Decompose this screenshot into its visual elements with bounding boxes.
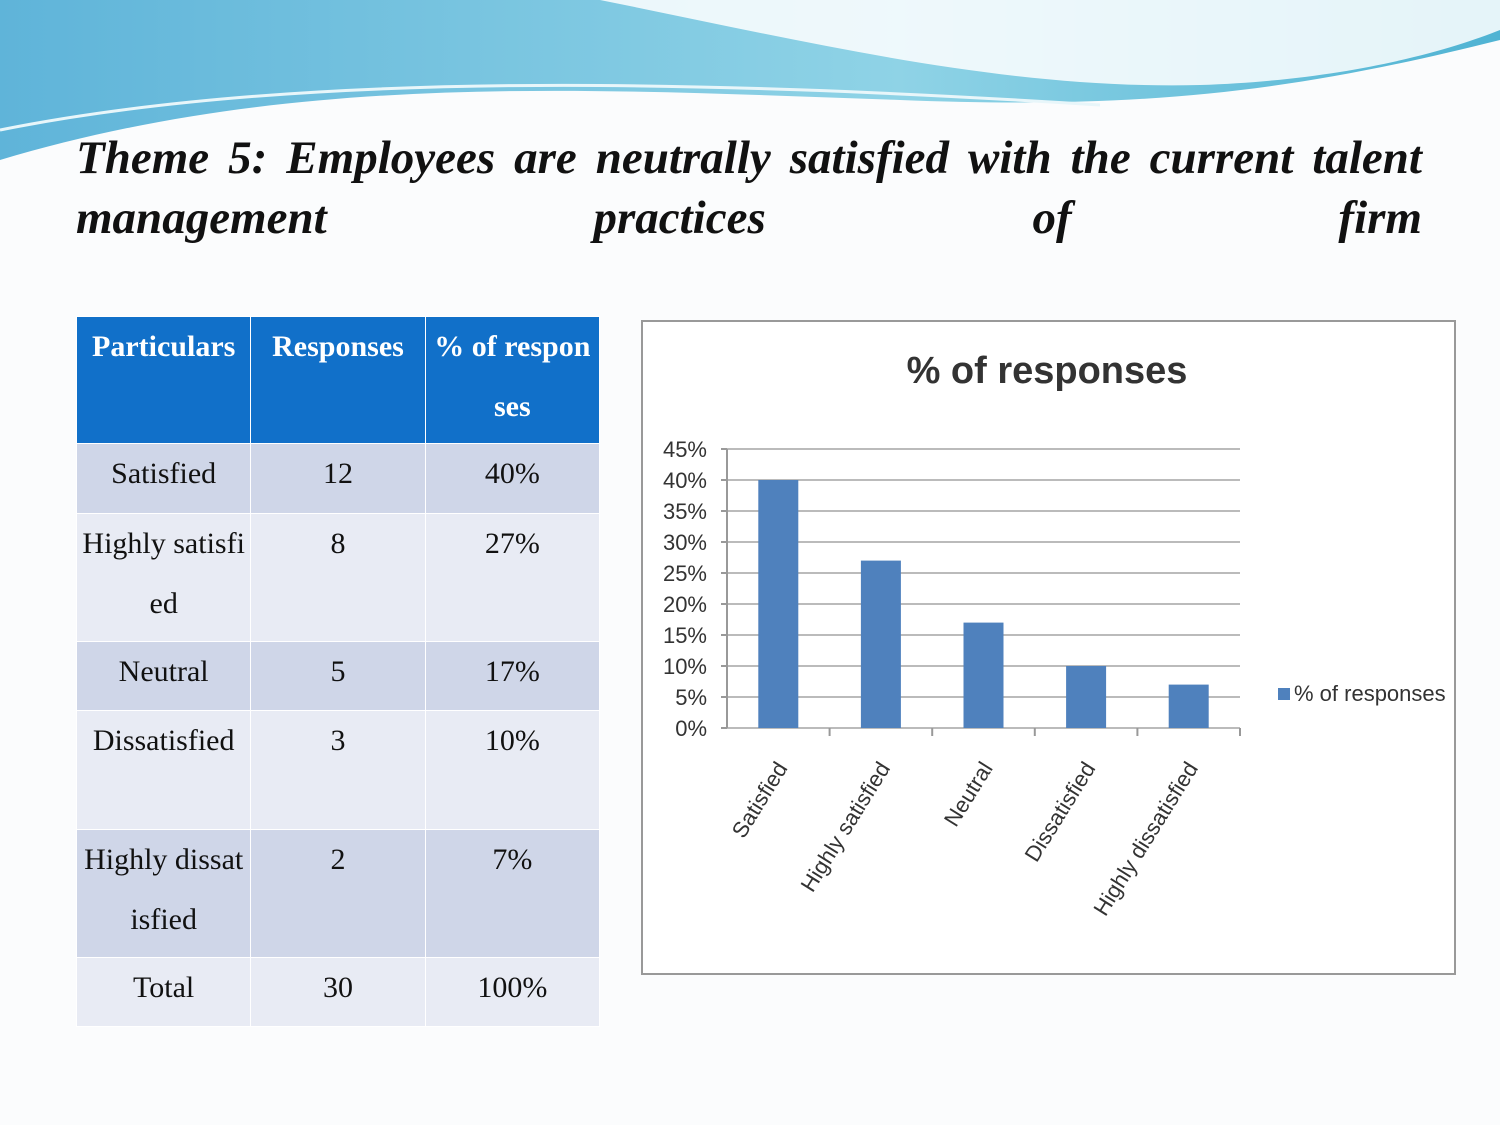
bar (963, 622, 1004, 728)
legend-label: % of responses (1294, 681, 1446, 706)
table-cell: 27% (424, 513, 601, 642)
y-tick-label: 30% (663, 530, 707, 555)
header-wave (0, 0, 1500, 160)
table-cell: 5 (250, 641, 426, 711)
wave-highlight (600, 0, 1500, 86)
y-tick-label: 25% (663, 561, 707, 586)
chart: % of responses 0% 5% 10% 15% 20% 25% 30% 35% 40%… (641, 320, 1456, 975)
y-tick-label: 40% (663, 468, 707, 493)
table-cell: 10% (424, 710, 601, 830)
y-tick-label: 20% (663, 592, 707, 617)
table-cell: 40% (424, 443, 601, 514)
table-row: Highly dissatisfied 2 7% (75, 829, 601, 958)
y-tick-label: 15% (663, 623, 707, 648)
table-cell: 12 (250, 443, 426, 514)
bar (1066, 666, 1107, 728)
bar (860, 560, 901, 728)
header-row: Particulars Responses% of responses (75, 316, 601, 444)
table-row: Satisfied 12 40% (75, 443, 601, 514)
table-cell: 100% (424, 957, 601, 1027)
data-table: Particulars Responses% of responses Satisf… (75, 316, 601, 1027)
header-cell: Particulars (75, 316, 252, 444)
table-cell: 17% (424, 641, 601, 711)
table-cell: Highly dissatisfied (75, 829, 252, 958)
table-cell: 3 (250, 710, 426, 830)
y-tick-label: 5% (675, 685, 707, 710)
y-tick-label: 35% (663, 499, 707, 524)
table-cell: Highly satisfied (75, 513, 252, 642)
table-cell: Total (75, 957, 252, 1027)
table-row: Neutral 5 17% (75, 641, 601, 711)
y-tick-label: 10% (663, 654, 707, 679)
table-cell: Neutral (75, 641, 252, 711)
table-row: Total 30 100% (75, 957, 601, 1027)
y-tick-label: 0% (675, 716, 707, 741)
chart-title: % of responses (907, 350, 1188, 392)
table-cell: 2 (250, 829, 426, 958)
header-cell: % of responses (424, 316, 601, 444)
table-row: Dissatisfied 3 10% (75, 710, 601, 830)
y-tick-label: 45% (663, 437, 707, 462)
table-cell: 7% (424, 829, 601, 958)
table-cell: 8 (250, 513, 426, 642)
wave-line (0, 83, 1101, 132)
slide-title: Theme 5: Employees are neutrally satisfi… (76, 132, 1422, 244)
bar (758, 480, 799, 728)
legend-swatch (1278, 688, 1290, 700)
table-cell: 30 (250, 957, 426, 1027)
header-cell: Responses (250, 316, 426, 444)
table-row: Highly satisfied 8 27% (75, 513, 601, 642)
table-cell: Dissatisfied (75, 710, 252, 830)
table-cell: Satisfied (75, 443, 252, 514)
bar (1168, 684, 1209, 728)
